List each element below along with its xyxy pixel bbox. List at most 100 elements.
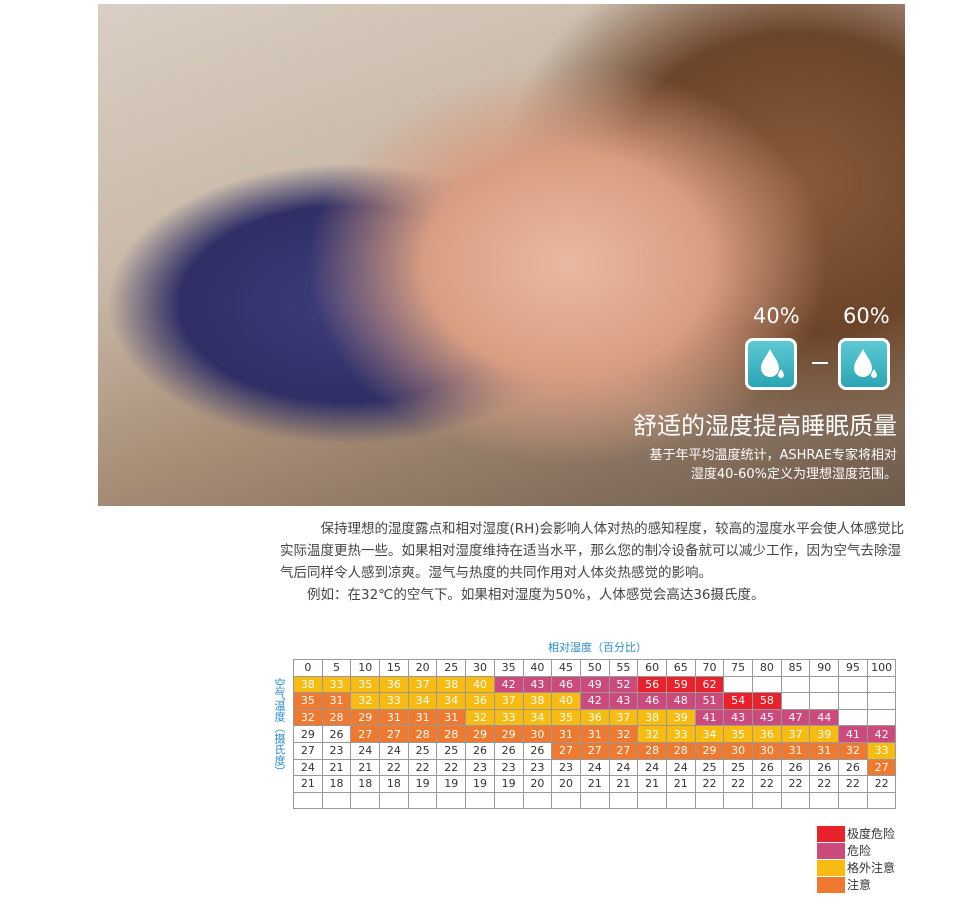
cell bbox=[809, 675, 840, 694]
cell: 39 bbox=[665, 708, 696, 727]
cell: 18 bbox=[379, 775, 409, 793]
cell bbox=[809, 791, 840, 810]
cell bbox=[838, 708, 868, 727]
cell bbox=[493, 791, 524, 810]
cell: 27 bbox=[866, 758, 897, 777]
cell: 27 bbox=[379, 725, 409, 743]
cell bbox=[866, 708, 897, 727]
cell: 21 bbox=[293, 775, 323, 793]
cell: 22 bbox=[752, 775, 782, 793]
cell: 54 bbox=[723, 692, 753, 710]
cell: 41 bbox=[838, 725, 868, 743]
legend-label: 格外注意 bbox=[847, 861, 896, 875]
cell: 25 bbox=[694, 758, 725, 777]
cell: 33 bbox=[321, 675, 352, 694]
badge-high: 60% bbox=[843, 304, 890, 328]
legend-item: 危险 bbox=[817, 842, 871, 859]
cell: 37 bbox=[608, 708, 639, 727]
cell: 36 bbox=[379, 675, 409, 694]
cell: 23 bbox=[551, 758, 581, 777]
table-row: 24 21 21 22 22 22 23 23 23 23 24 24 24 24 25 25 26 26 26 26… bbox=[293, 758, 897, 777]
cell: 23 bbox=[465, 758, 495, 777]
cell: 37 bbox=[780, 725, 811, 743]
cell bbox=[780, 692, 811, 710]
cell: 31 bbox=[407, 708, 438, 727]
cell bbox=[866, 791, 897, 810]
legend-swatch bbox=[817, 859, 845, 876]
table-row: 27 23 24 24 25 25 26 26 26 27 27 27 28 28 29 30 30 31 31 32… bbox=[293, 741, 897, 760]
cell: 29 bbox=[465, 725, 495, 743]
header-cell: 60 bbox=[637, 659, 667, 677]
cell: 30 bbox=[752, 741, 782, 760]
header-cell: 55 bbox=[608, 659, 639, 677]
cell: 31 bbox=[551, 725, 581, 743]
cell: 43 bbox=[608, 692, 639, 710]
cell: 21 bbox=[608, 775, 639, 793]
cell: 26 bbox=[465, 741, 495, 760]
cell bbox=[780, 675, 811, 694]
header-cell: 15 bbox=[379, 659, 409, 677]
cell: 29 bbox=[350, 708, 381, 727]
cell: 22 bbox=[809, 775, 840, 793]
cell: 29 bbox=[694, 741, 725, 760]
legend-item: 极度危险 bbox=[817, 825, 895, 842]
hero-subtitle: 湿度40-60%定义为理想湿度范围。 bbox=[690, 467, 897, 482]
cell bbox=[723, 675, 753, 694]
cell: 32 bbox=[465, 708, 495, 727]
cell: 22 bbox=[407, 758, 438, 777]
cell: 18 bbox=[350, 775, 381, 793]
cell: 33 bbox=[493, 708, 524, 727]
cell: 25 bbox=[407, 741, 438, 760]
header-cell: 0 bbox=[293, 659, 323, 677]
cell: 22 bbox=[379, 758, 409, 777]
header-cell: 25 bbox=[436, 659, 467, 677]
cell: 35 bbox=[293, 692, 323, 710]
cell bbox=[522, 791, 553, 810]
row-label: 空气温度（摄氏度） bbox=[273, 678, 286, 777]
header-cell: 30 bbox=[465, 659, 495, 677]
cell: 27 bbox=[551, 741, 581, 760]
cell: 21 bbox=[350, 758, 381, 777]
legend-item: 注意 bbox=[817, 876, 871, 893]
table-caption: 相对湿度（百分比） bbox=[548, 641, 647, 654]
cell: 23 bbox=[493, 758, 524, 777]
cell: 24 bbox=[579, 758, 610, 777]
cell: 58 bbox=[752, 692, 782, 710]
cell bbox=[866, 692, 897, 710]
cell: 26 bbox=[838, 758, 868, 777]
cell: 31 bbox=[579, 725, 610, 743]
cell: 22 bbox=[838, 775, 868, 793]
cell: 27 bbox=[293, 741, 323, 760]
cell: 43 bbox=[723, 708, 753, 727]
header-cell: 100 bbox=[866, 659, 897, 677]
cell: 21 bbox=[321, 758, 352, 777]
cell: 28 bbox=[321, 708, 352, 727]
cell bbox=[608, 791, 639, 810]
header-cell: 90 bbox=[809, 659, 840, 677]
cell: 24 bbox=[293, 758, 323, 777]
cell: 24 bbox=[665, 758, 696, 777]
badge-low: 40% bbox=[753, 304, 800, 328]
header-cell: 5 bbox=[321, 659, 352, 677]
cell: 38 bbox=[436, 675, 467, 694]
cell: 46 bbox=[637, 692, 667, 710]
cell: 38 bbox=[522, 692, 553, 710]
cell: 34 bbox=[436, 692, 467, 710]
header-cell: 85 bbox=[780, 659, 811, 677]
cell: 34 bbox=[694, 725, 725, 743]
paragraph: 保持理想的湿度露点和相对湿度(RH)会影响人体对热的感知程度，较高的湿度水平会使… bbox=[280, 521, 905, 581]
cell: 34 bbox=[407, 692, 438, 710]
cell bbox=[665, 791, 696, 810]
cell: 48 bbox=[665, 692, 696, 710]
cell: 43 bbox=[522, 675, 553, 694]
cell: 22 bbox=[723, 775, 753, 793]
cell: 32 bbox=[838, 741, 868, 760]
cell: 56 bbox=[637, 675, 667, 694]
cell: 45 bbox=[752, 708, 782, 727]
cell: 19 bbox=[407, 775, 438, 793]
cell: 36 bbox=[752, 725, 782, 743]
cell: 41 bbox=[694, 708, 725, 727]
cell: 27 bbox=[350, 725, 381, 743]
cell: 37 bbox=[407, 675, 438, 694]
cell: 26 bbox=[321, 725, 352, 743]
